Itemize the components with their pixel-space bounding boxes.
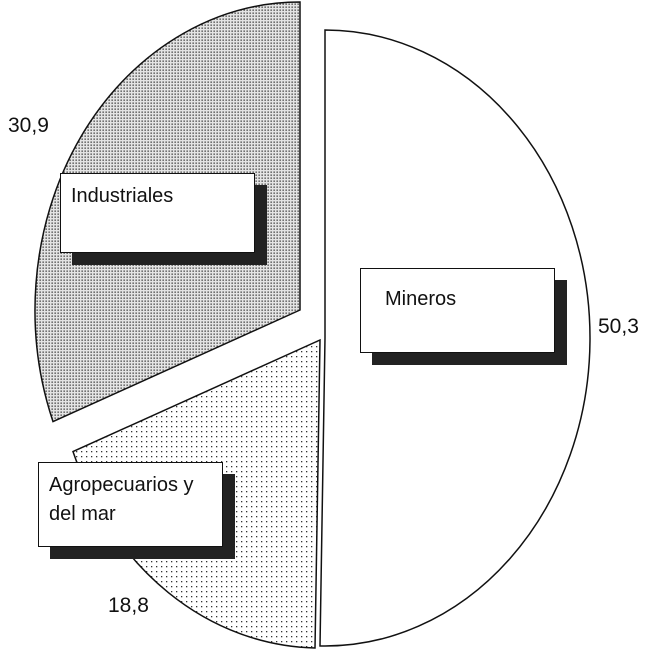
value-label: 50,3 <box>598 315 639 338</box>
category-label: Agropecuarios y del mar <box>38 462 223 547</box>
value-label: 30,9 <box>8 114 49 137</box>
value-label: 18,8 <box>108 594 149 617</box>
category-label: Industriales <box>60 173 255 253</box>
category-label: Mineros <box>360 268 555 353</box>
